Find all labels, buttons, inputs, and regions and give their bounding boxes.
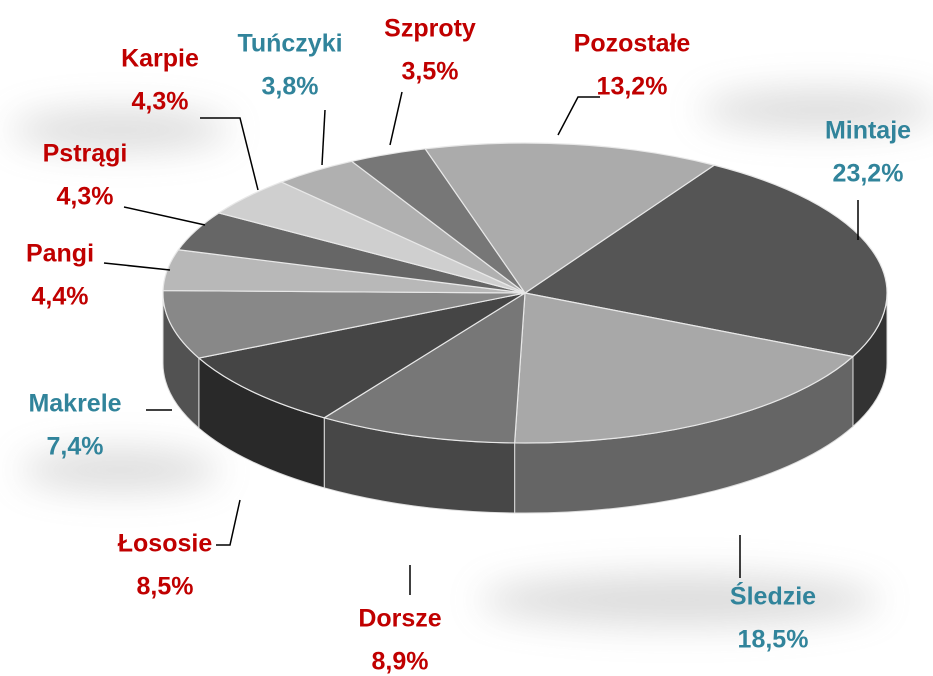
leader-line [216, 499, 241, 546]
slice-value-label: 7,4% [47, 433, 104, 461]
slice-label: Pangi [26, 240, 94, 268]
slice [162, 289, 526, 359]
leader-line [557, 96, 600, 136]
slice-label: Pstrągi [43, 140, 128, 168]
slice-label: Szproty [384, 15, 476, 43]
slice-value-label: 8,5% [137, 573, 194, 601]
slice [197, 292, 526, 419]
slice-label: Śledzie [730, 581, 816, 611]
slice-value-label: 3,8% [262, 73, 319, 101]
slice-value-label: 13,2% [597, 73, 668, 101]
leader-line [389, 91, 403, 146]
slice [424, 142, 716, 294]
slice-label: Karpie [121, 45, 199, 73]
leader-line [123, 206, 206, 226]
slice-label: Łososie [118, 530, 213, 558]
slice-label: Tuńczyki [237, 30, 342, 58]
background [10, 90, 933, 625]
slice-value-label: 8,9% [372, 648, 429, 676]
slice-label: Pozostałe [574, 30, 691, 58]
slice [523, 164, 888, 358]
slice-value-label: 4,3% [132, 88, 189, 116]
leader-line [321, 109, 326, 166]
slice-value-label: 3,5% [402, 58, 459, 86]
leader-line [200, 117, 259, 191]
slice [513, 292, 855, 444]
slice-value-label: 23,2% [833, 160, 904, 188]
slice-label: Dorsze [358, 605, 441, 633]
leader-line [103, 262, 171, 271]
slice-label: Makrele [28, 390, 121, 418]
slice-value-label: 18,5% [738, 626, 809, 654]
slice-value-label: 4,4% [32, 283, 89, 311]
slice-label: Mintaje [825, 117, 911, 145]
slice [322, 291, 526, 444]
slice-value-label: 4,3% [57, 183, 114, 211]
